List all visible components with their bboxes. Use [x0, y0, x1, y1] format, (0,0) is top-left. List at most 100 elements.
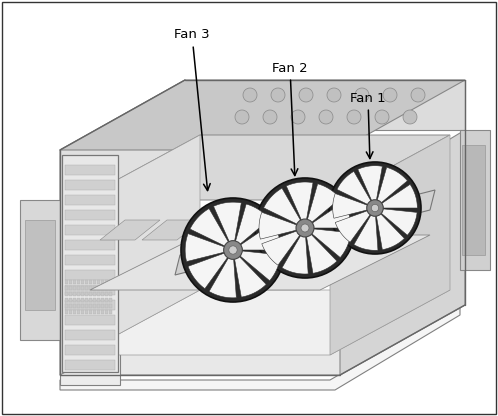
Polygon shape [77, 304, 80, 308]
Circle shape [329, 162, 421, 254]
Polygon shape [263, 188, 301, 225]
Polygon shape [93, 298, 96, 302]
Polygon shape [262, 230, 301, 265]
Polygon shape [101, 310, 104, 314]
Circle shape [271, 88, 285, 102]
Polygon shape [109, 280, 112, 284]
Polygon shape [89, 286, 92, 290]
Polygon shape [65, 195, 115, 205]
Polygon shape [462, 145, 485, 255]
Polygon shape [81, 304, 84, 308]
Polygon shape [81, 298, 84, 302]
Polygon shape [90, 235, 430, 290]
Circle shape [372, 204, 378, 212]
Polygon shape [85, 292, 88, 296]
Polygon shape [62, 155, 118, 372]
Polygon shape [460, 130, 490, 270]
Polygon shape [105, 280, 108, 284]
Polygon shape [97, 310, 100, 314]
Polygon shape [97, 298, 100, 302]
Polygon shape [282, 235, 308, 274]
Polygon shape [65, 255, 115, 265]
Circle shape [181, 198, 285, 302]
Polygon shape [185, 80, 465, 130]
Polygon shape [65, 285, 115, 295]
Circle shape [403, 110, 417, 124]
Polygon shape [65, 330, 115, 340]
Circle shape [383, 88, 397, 102]
Polygon shape [142, 220, 202, 240]
Circle shape [367, 200, 383, 216]
Polygon shape [109, 286, 112, 290]
Polygon shape [69, 280, 72, 284]
Polygon shape [20, 200, 60, 340]
Polygon shape [333, 193, 369, 218]
Polygon shape [89, 298, 92, 302]
Polygon shape [101, 286, 104, 290]
Polygon shape [85, 298, 88, 302]
Polygon shape [89, 280, 92, 284]
Polygon shape [60, 155, 120, 385]
Polygon shape [89, 310, 92, 314]
Circle shape [375, 110, 389, 124]
Polygon shape [377, 167, 407, 203]
Circle shape [243, 88, 257, 102]
Circle shape [296, 219, 314, 237]
Polygon shape [214, 202, 242, 243]
Polygon shape [89, 304, 92, 308]
Polygon shape [65, 360, 115, 370]
Polygon shape [73, 310, 76, 314]
Polygon shape [65, 315, 115, 325]
Polygon shape [240, 223, 281, 250]
Polygon shape [69, 298, 72, 302]
Polygon shape [105, 292, 108, 296]
Polygon shape [109, 298, 112, 302]
Polygon shape [60, 80, 465, 150]
Polygon shape [93, 310, 96, 314]
Circle shape [235, 110, 249, 124]
Polygon shape [335, 210, 371, 242]
Polygon shape [286, 182, 313, 221]
Polygon shape [101, 304, 104, 308]
Text: Fan 3: Fan 3 [174, 29, 210, 191]
Polygon shape [239, 251, 280, 281]
Polygon shape [65, 180, 115, 190]
Polygon shape [80, 290, 450, 355]
Polygon shape [358, 166, 382, 202]
Polygon shape [73, 292, 76, 296]
Polygon shape [65, 210, 115, 220]
Polygon shape [376, 213, 404, 250]
Polygon shape [77, 280, 80, 284]
Polygon shape [307, 184, 340, 223]
Polygon shape [101, 292, 104, 296]
Polygon shape [101, 298, 104, 302]
Polygon shape [85, 286, 88, 290]
Polygon shape [93, 280, 96, 284]
Polygon shape [73, 280, 76, 284]
Circle shape [301, 224, 309, 232]
Polygon shape [109, 304, 112, 308]
Polygon shape [354, 214, 378, 250]
Polygon shape [69, 310, 72, 314]
Circle shape [263, 110, 277, 124]
Polygon shape [97, 304, 100, 308]
Polygon shape [77, 310, 80, 314]
Polygon shape [188, 253, 229, 289]
Polygon shape [226, 220, 286, 240]
Polygon shape [69, 292, 72, 296]
Polygon shape [77, 292, 80, 296]
Polygon shape [185, 234, 226, 262]
Polygon shape [25, 220, 55, 310]
Polygon shape [109, 310, 112, 314]
Polygon shape [77, 298, 80, 302]
Circle shape [355, 88, 369, 102]
Polygon shape [97, 286, 100, 290]
Polygon shape [85, 280, 88, 284]
Polygon shape [85, 310, 88, 314]
Polygon shape [60, 80, 185, 375]
Polygon shape [101, 280, 104, 284]
Polygon shape [337, 171, 372, 205]
Circle shape [224, 240, 243, 259]
Polygon shape [380, 209, 417, 235]
Polygon shape [65, 345, 115, 355]
